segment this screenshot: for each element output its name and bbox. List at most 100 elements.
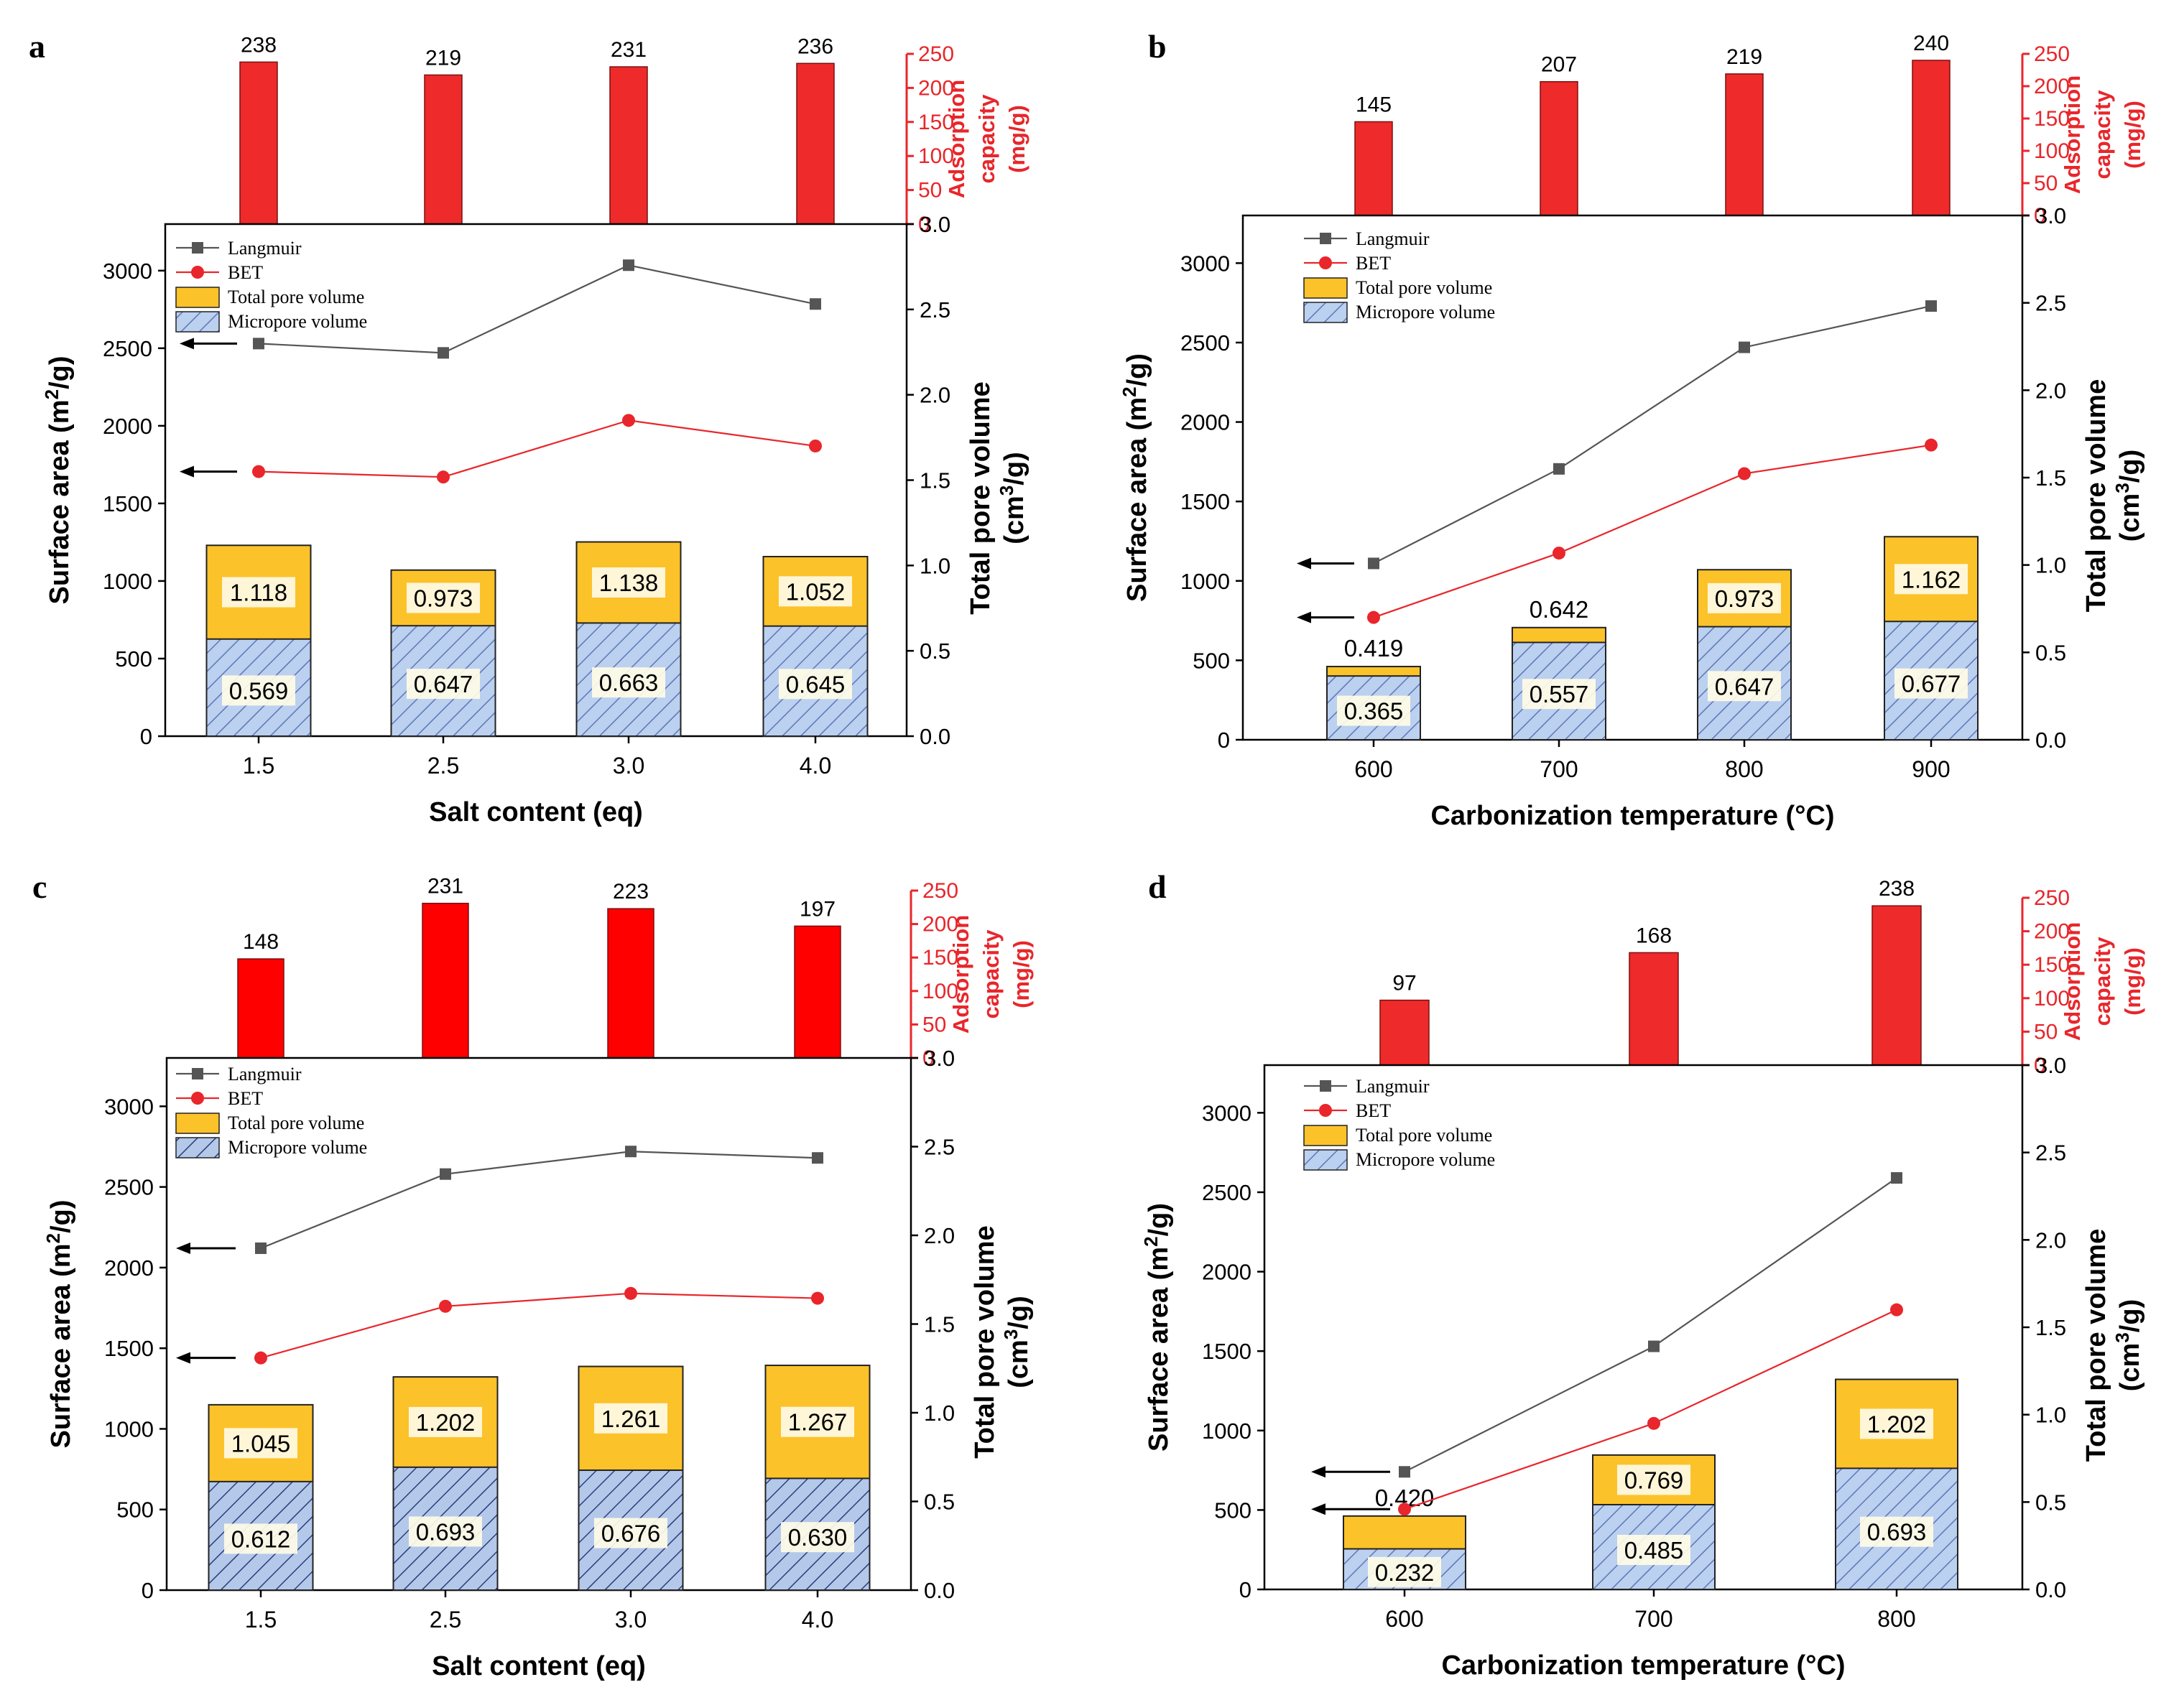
adsorption-bar: [607, 908, 654, 1059]
micropore-value-label: 0.663: [599, 669, 659, 696]
adsorption-bar: [1871, 905, 1922, 1066]
adsorption-bar: [1725, 73, 1764, 216]
surface-area-tick-label: 3000: [103, 259, 152, 284]
adsorption-value-label: 238: [241, 33, 277, 57]
legend-micro-swatch: [1303, 302, 1348, 323]
axis-title-part: /g): [1144, 1203, 1174, 1236]
pore-volume-tick-label: 2.0: [920, 383, 950, 408]
adsorption-value-label: 236: [797, 34, 833, 58]
micropore-value-label: 0.693: [1867, 1519, 1927, 1546]
legend-label: BET: [1356, 253, 1391, 274]
adsorption-tick-label: 250: [2034, 886, 2070, 910]
pore-volume-tick-label: 0.0: [2035, 1577, 2066, 1602]
total-pore-value-label: 1.052: [786, 578, 846, 605]
adsorption-value-label: 240: [1913, 32, 1949, 55]
axis-title-superscript: 2: [42, 1233, 64, 1243]
pore-volume-tick-label: 3.0: [920, 212, 950, 237]
axis-title-part: /g): [45, 356, 75, 389]
surface-area-tick-label: 1500: [1180, 489, 1230, 514]
adsorption-tick-label: 200: [2034, 920, 2070, 944]
surface-area-tick-label: 3000: [1202, 1100, 1251, 1125]
total-pore-value-label-bg: [409, 1406, 482, 1437]
micropore-value-label-bg: [1617, 1534, 1690, 1565]
legend-total-swatch: [1303, 277, 1348, 299]
adsorption-bar: [1629, 952, 1679, 1066]
pore-volume-tick-label: 3.0: [2035, 1053, 2066, 1078]
legend-langmuir-marker: [1320, 1080, 1331, 1092]
axis-title-part: (cm: [999, 496, 1029, 544]
x-tick-label: 3.0: [615, 1607, 647, 1633]
total-pore-value-label-bg: [1894, 564, 1968, 595]
adsorption-bar: [1379, 999, 1430, 1066]
adsorption-tick-label: 150: [2034, 953, 2070, 977]
total-pore-value-label: 1.138: [599, 570, 659, 596]
micropore-value-label: 0.647: [414, 671, 473, 697]
pore-volume-axis-unit: (cm3/g): [996, 452, 1029, 544]
surface-area-axis-title: Surface area (m2/g): [1119, 353, 1152, 602]
bet-marker: [622, 414, 635, 427]
micropore-value-label-bg: [1894, 668, 1968, 699]
micropore-value-label-bg: [409, 1516, 482, 1547]
adsorption-axis-title: capacity: [2090, 937, 2115, 1026]
surface-area-tick-label: 1000: [1180, 569, 1230, 594]
legend-label: Total pore volume: [1356, 277, 1492, 298]
pore-volume-tick-label: 2.5: [924, 1135, 955, 1160]
legend-label: BET: [228, 262, 263, 283]
x-axis-title: Salt content (eq): [429, 797, 643, 827]
axis-title-superscript: 3: [2111, 1332, 2133, 1342]
total-pore-value-label: 0.769: [1624, 1467, 1684, 1493]
pore-volume-tick-label: 0.0: [920, 724, 950, 749]
micropore-value-label-bg: [1368, 1556, 1441, 1587]
total-pore-value-label: 0.419: [1344, 635, 1404, 661]
adsorption-tick-label: 50: [918, 179, 942, 203]
legend-label: Micropore volume: [228, 1137, 367, 1158]
langmuir-marker: [255, 1242, 267, 1254]
total-pore-value-label: 1.118: [230, 580, 287, 606]
adsorption-axis-title: (mg/g): [2120, 947, 2145, 1016]
pore-volume-tick-label: 2.0: [2035, 1227, 2066, 1253]
adsorption-tick-label: 0: [922, 1046, 935, 1070]
micropore-value-label-bg: [1522, 679, 1596, 710]
langmuir-marker: [1553, 463, 1565, 475]
adsorption-axis-title: capacity: [974, 94, 999, 184]
surface-area-tick-label: 500: [1193, 648, 1230, 673]
adsorption-tick-label: 50: [2034, 1020, 2058, 1044]
adsorption-tick-label: 250: [2034, 42, 2070, 66]
total-pore-value-label-bg: [1617, 1464, 1690, 1495]
bet-marker: [1925, 438, 1938, 452]
pore-volume-axis-title: Total pore volume: [2081, 379, 2111, 612]
pore-volume-tick-label: 0.5: [920, 638, 950, 664]
surface-area-tick-label: 0: [142, 1578, 154, 1603]
bet-marker: [1398, 1503, 1411, 1516]
total-pore-value-label-bg: [781, 1406, 854, 1437]
legend-label: BET: [1356, 1100, 1391, 1121]
total-pore-value-label: 0.973: [414, 585, 473, 611]
x-tick-label: 700: [1634, 1606, 1672, 1632]
x-tick-label: 3.0: [613, 753, 644, 779]
adsorption-bar: [609, 66, 648, 225]
micropore-value-label: 0.612: [231, 1526, 291, 1552]
total-pore-value-label: 1.202: [1867, 1411, 1927, 1437]
legend-label: Total pore volume: [1356, 1125, 1492, 1146]
adsorption-axis-title: (mg/g): [2120, 101, 2145, 169]
bet-marker: [437, 470, 450, 484]
pore-volume-axis-unit: (cm3/g): [2111, 1299, 2145, 1391]
total-pore-value-label-bg: [594, 1403, 667, 1434]
surface-area-tick-label: 0: [140, 724, 152, 749]
x-tick-label: 800: [1725, 756, 1763, 782]
surface-area-tick-label: 0: [1218, 728, 1230, 753]
axis-title-part: Surface area (m: [1122, 397, 1152, 602]
adsorption-value-label: 219: [425, 46, 461, 70]
pore-volume-tick-label: 2.0: [2035, 378, 2066, 403]
adsorption-bar: [239, 61, 278, 225]
axis-title-part: /g): [2115, 450, 2145, 483]
surface-area-tick-label: 2500: [1202, 1180, 1251, 1205]
surface-area-tick-label: 3000: [1180, 251, 1230, 276]
adsorption-axis-title: Adsorption: [944, 80, 969, 198]
adsorption-tick-label: 250: [922, 879, 958, 903]
x-tick-label: 1.5: [243, 753, 274, 779]
adsorption-axis-title: Adsorption: [2060, 75, 2085, 194]
langmuir-line: [258, 264, 816, 354]
pore-volume-tick-label: 0.0: [924, 1578, 955, 1603]
